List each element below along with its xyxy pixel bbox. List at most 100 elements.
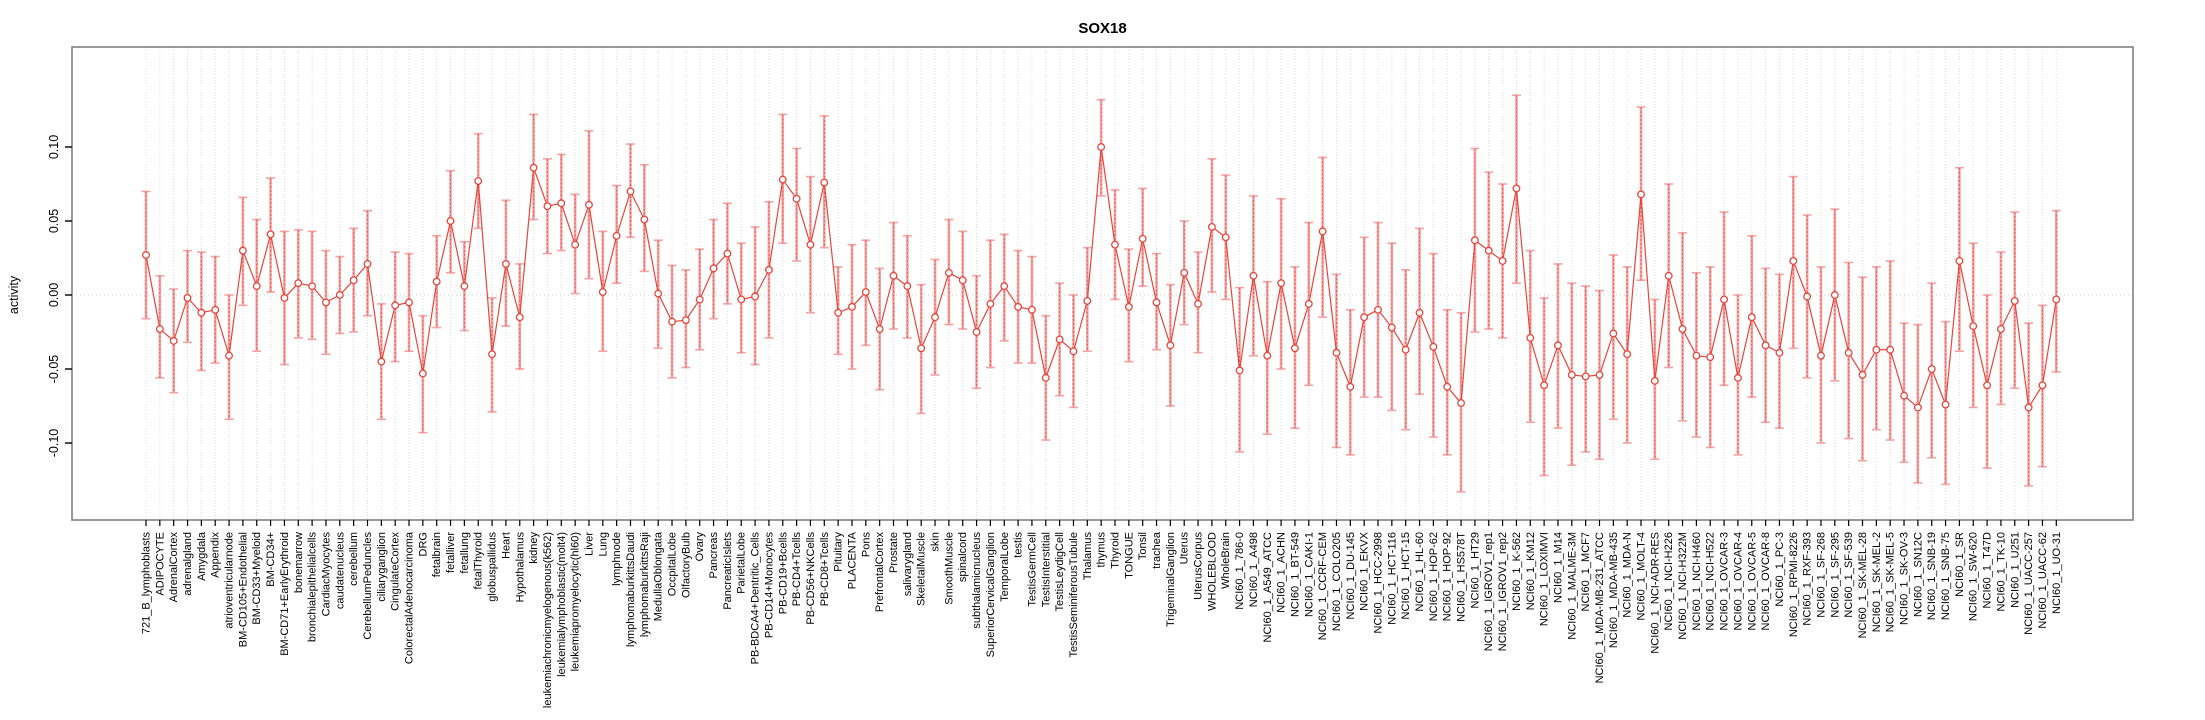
svg-text:NCI60_1_OVCAR-4: NCI60_1_OVCAR-4	[1732, 532, 1744, 630]
svg-text:Hypothalamus: Hypothalamus	[514, 532, 526, 603]
svg-text:testis: testis	[1013, 532, 1025, 558]
svg-text:NCI60_1_HCT-116: NCI60_1_HCT-116	[1386, 532, 1398, 625]
svg-text:SmoothMuscle: SmoothMuscle	[943, 532, 955, 605]
y-axis-title: activity	[7, 275, 21, 314]
svg-text:PB-BDCA4+Dentritic_Cells: PB-BDCA4+Dentritic_Cells	[750, 532, 762, 665]
svg-text:CardiacMyocytes: CardiacMyocytes	[320, 532, 332, 617]
svg-text:NCI60_1_SK-MEL-28: NCI60_1_SK-MEL-28	[1857, 532, 1869, 638]
svg-text:TONGUE: TONGUE	[1123, 532, 1135, 579]
svg-text:trachea: trachea	[1151, 531, 1163, 569]
svg-text:NCI60_1_U251: NCI60_1_U251	[2009, 532, 2021, 608]
svg-text:NCI60_1_A498: NCI60_1_A498	[1248, 532, 1260, 607]
svg-text:0.00: 0.00	[47, 283, 61, 307]
svg-text:Heart: Heart	[500, 532, 512, 559]
svg-text:CerebellumPeduncles: CerebellumPeduncles	[362, 532, 374, 640]
svg-text:0.10: 0.10	[47, 135, 61, 159]
svg-text:WHOLEBLOOD: WHOLEBLOOD	[1206, 532, 1218, 611]
svg-text:leukemiapromyelocytic(hl60): leukemiapromyelocytic(hl60)	[570, 532, 582, 671]
svg-text:Tonsil: Tonsil	[1137, 532, 1149, 560]
svg-text:leukemiachronicmyelogenous(k56: leukemiachronicmyelogenous(k562)	[542, 532, 554, 708]
svg-text:Pancreas: Pancreas	[708, 532, 720, 579]
svg-text:NCI60_1_MDA-MB-231_ATCC: NCI60_1_MDA-MB-231_ATCC	[1594, 532, 1606, 683]
svg-text:NCI60_1_MDA-N: NCI60_1_MDA-N	[1622, 532, 1634, 618]
svg-text:bronchialepithelialcells: bronchialepithelialcells	[307, 532, 319, 643]
chart-title: SOX18	[1078, 20, 1126, 37]
svg-text:-0.10: -0.10	[47, 429, 61, 458]
svg-text:OccpitalLobe: OccpitalLobe	[667, 532, 679, 596]
svg-text:Appendix: Appendix	[210, 532, 222, 578]
svg-text:atrioventricularnode: atrioventricularnode	[224, 532, 236, 629]
svg-text:NCI60_1_NCI-ADR-RES: NCI60_1_NCI-ADR-RES	[1649, 532, 1661, 654]
x-axis: 721_B_lymphoblasts ADIPOCYTE AdrenalCortex…	[141, 520, 2063, 708]
svg-text:NCI60_1_T47D: NCI60_1_T47D	[1982, 532, 1994, 608]
svg-text:NCI60_1_UACC-257: NCI60_1_UACC-257	[2023, 532, 2035, 635]
svg-text:NCI60_1_HS578T: NCI60_1_HS578T	[1456, 532, 1468, 622]
svg-text:PrefrontalCortex: PrefrontalCortex	[874, 532, 886, 613]
svg-text:NCI60_1_MOLT-4: NCI60_1_MOLT-4	[1636, 532, 1648, 620]
svg-text:Liver: Liver	[583, 532, 595, 556]
svg-text:NCI60_1_SK-MEL-5: NCI60_1_SK-MEL-5	[1885, 532, 1897, 632]
svg-text:Uterus: Uterus	[1179, 532, 1191, 565]
svg-text:NCI60_1_DU-145: NCI60_1_DU-145	[1345, 532, 1357, 619]
svg-text:NCI60_1_MCF7: NCI60_1_MCF7	[1580, 532, 1592, 611]
svg-text:NCI60_1_A549_ATCC: NCI60_1_A549_ATCC	[1262, 532, 1274, 643]
svg-text:SuperiorCervicalGanglion: SuperiorCervicalGanglion	[985, 532, 997, 657]
svg-text:BM-CD105+Endothelial: BM-CD105+Endothelial	[237, 532, 249, 647]
svg-text:PB-CD14+Monocytes: PB-CD14+Monocytes	[763, 532, 775, 639]
svg-text:NCI60_1_CAKI-1: NCI60_1_CAKI-1	[1303, 532, 1315, 617]
svg-text:NCI60_1_MALME-3M: NCI60_1_MALME-3M	[1566, 532, 1578, 640]
svg-text:NCI60_1_SF-268: NCI60_1_SF-268	[1815, 532, 1827, 618]
svg-text:NCI60_1_SK-OV-3: NCI60_1_SK-OV-3	[1899, 532, 1911, 625]
svg-text:NCI60_1_HL-60: NCI60_1_HL-60	[1414, 532, 1426, 612]
svg-text:PB-CD19+Bcells: PB-CD19+Bcells	[777, 532, 789, 615]
svg-text:fetalliver: fetalliver	[445, 532, 457, 573]
svg-text:fetallung: fetallung	[459, 532, 471, 574]
svg-text:Pituitary: Pituitary	[833, 532, 845, 572]
svg-text:PB-CD56+NKCells: PB-CD56+NKCells	[805, 532, 817, 625]
data-points	[142, 143, 2061, 412]
svg-text:NCI60_1_SNB-75: NCI60_1_SNB-75	[1940, 532, 1952, 620]
svg-text:NCI60_1_BT-549: NCI60_1_BT-549	[1289, 532, 1301, 617]
svg-text:NCI60_1_UACC-62: NCI60_1_UACC-62	[2037, 532, 2049, 629]
svg-text:Thalamus: Thalamus	[1082, 532, 1094, 581]
svg-text:NCI60_1_LOXIMVI: NCI60_1_LOXIMVI	[1539, 532, 1551, 626]
svg-text:NCI60_1_SR: NCI60_1_SR	[1954, 532, 1966, 597]
svg-text:WholeBrain: WholeBrain	[1220, 532, 1232, 589]
svg-text:NCI60_1_HCT-15: NCI60_1_HCT-15	[1400, 532, 1412, 619]
svg-text:NCI60_1_SF-539: NCI60_1_SF-539	[1843, 532, 1855, 618]
svg-text:NCI60_1_OVCAR-8: NCI60_1_OVCAR-8	[1760, 532, 1772, 630]
svg-text:NCI60_1_TK-10: NCI60_1_TK-10	[1995, 532, 2007, 612]
svg-text:NCI60_1_MDA-MB-435: NCI60_1_MDA-MB-435	[1608, 532, 1620, 648]
svg-text:NCI60_1_NCI-H522: NCI60_1_NCI-H522	[1705, 532, 1717, 630]
svg-text:NCI60_1_CCRF-CEM: NCI60_1_CCRF-CEM	[1317, 532, 1329, 640]
svg-text:721_B_lymphoblasts: 721_B_lymphoblasts	[141, 532, 153, 635]
svg-text:PB-CD8+Tcells: PB-CD8+Tcells	[819, 532, 831, 607]
svg-text:AdrenalCortex: AdrenalCortex	[168, 532, 180, 603]
svg-text:Prostate: Prostate	[888, 532, 900, 573]
svg-text:NCI60_1_RPMI-8226: NCI60_1_RPMI-8226	[1788, 532, 1800, 637]
svg-text:NCI60_1_RXF-393: NCI60_1_RXF-393	[1802, 532, 1814, 626]
svg-text:ADIPOCYTE: ADIPOCYTE	[154, 532, 166, 596]
svg-text:NCI60_1_EKVX: NCI60_1_EKVX	[1359, 531, 1371, 611]
svg-text:NCI60_1_IGROV1_rep2: NCI60_1_IGROV1_rep2	[1497, 532, 1509, 651]
svg-text:fetalbrain: fetalbrain	[431, 532, 443, 577]
svg-text:skin: skin	[930, 532, 942, 552]
svg-text:MedullaOblongata: MedullaOblongata	[653, 531, 665, 621]
svg-text:cerebellum: cerebellum	[348, 532, 360, 586]
svg-text:NCI60_1_HOP-92: NCI60_1_HOP-92	[1442, 532, 1454, 621]
svg-text:NCI60_1_KM12: NCI60_1_KM12	[1525, 532, 1537, 610]
svg-text:NCI60_1_UO-31: NCI60_1_UO-31	[2051, 532, 2063, 614]
plot-border	[71, 46, 2134, 521]
svg-text:NCI60_1_ACHN: NCI60_1_ACHN	[1276, 532, 1288, 613]
y-axis: 0.10 0.05 0.00 -0.05 -0.10	[47, 135, 72, 457]
svg-text:TemporalLobe: TemporalLobe	[999, 532, 1011, 602]
svg-text:globuspallidus: globuspallidus	[487, 532, 499, 602]
svg-text:NCI60_1_NCI-H226: NCI60_1_NCI-H226	[1663, 532, 1675, 630]
svg-text:lymphomaburkittsDaudi: lymphomaburkittsDaudi	[625, 532, 637, 647]
svg-text:NCI60_1_IGROV1_rep1: NCI60_1_IGROV1_rep1	[1483, 532, 1495, 651]
svg-text:Pons: Pons	[860, 532, 872, 558]
svg-text:ciliaryganglion: ciliaryganglion	[376, 532, 388, 602]
svg-text:NCI60_1_OVCAR-5: NCI60_1_OVCAR-5	[1746, 532, 1758, 630]
svg-text:Lung: Lung	[597, 532, 609, 556]
